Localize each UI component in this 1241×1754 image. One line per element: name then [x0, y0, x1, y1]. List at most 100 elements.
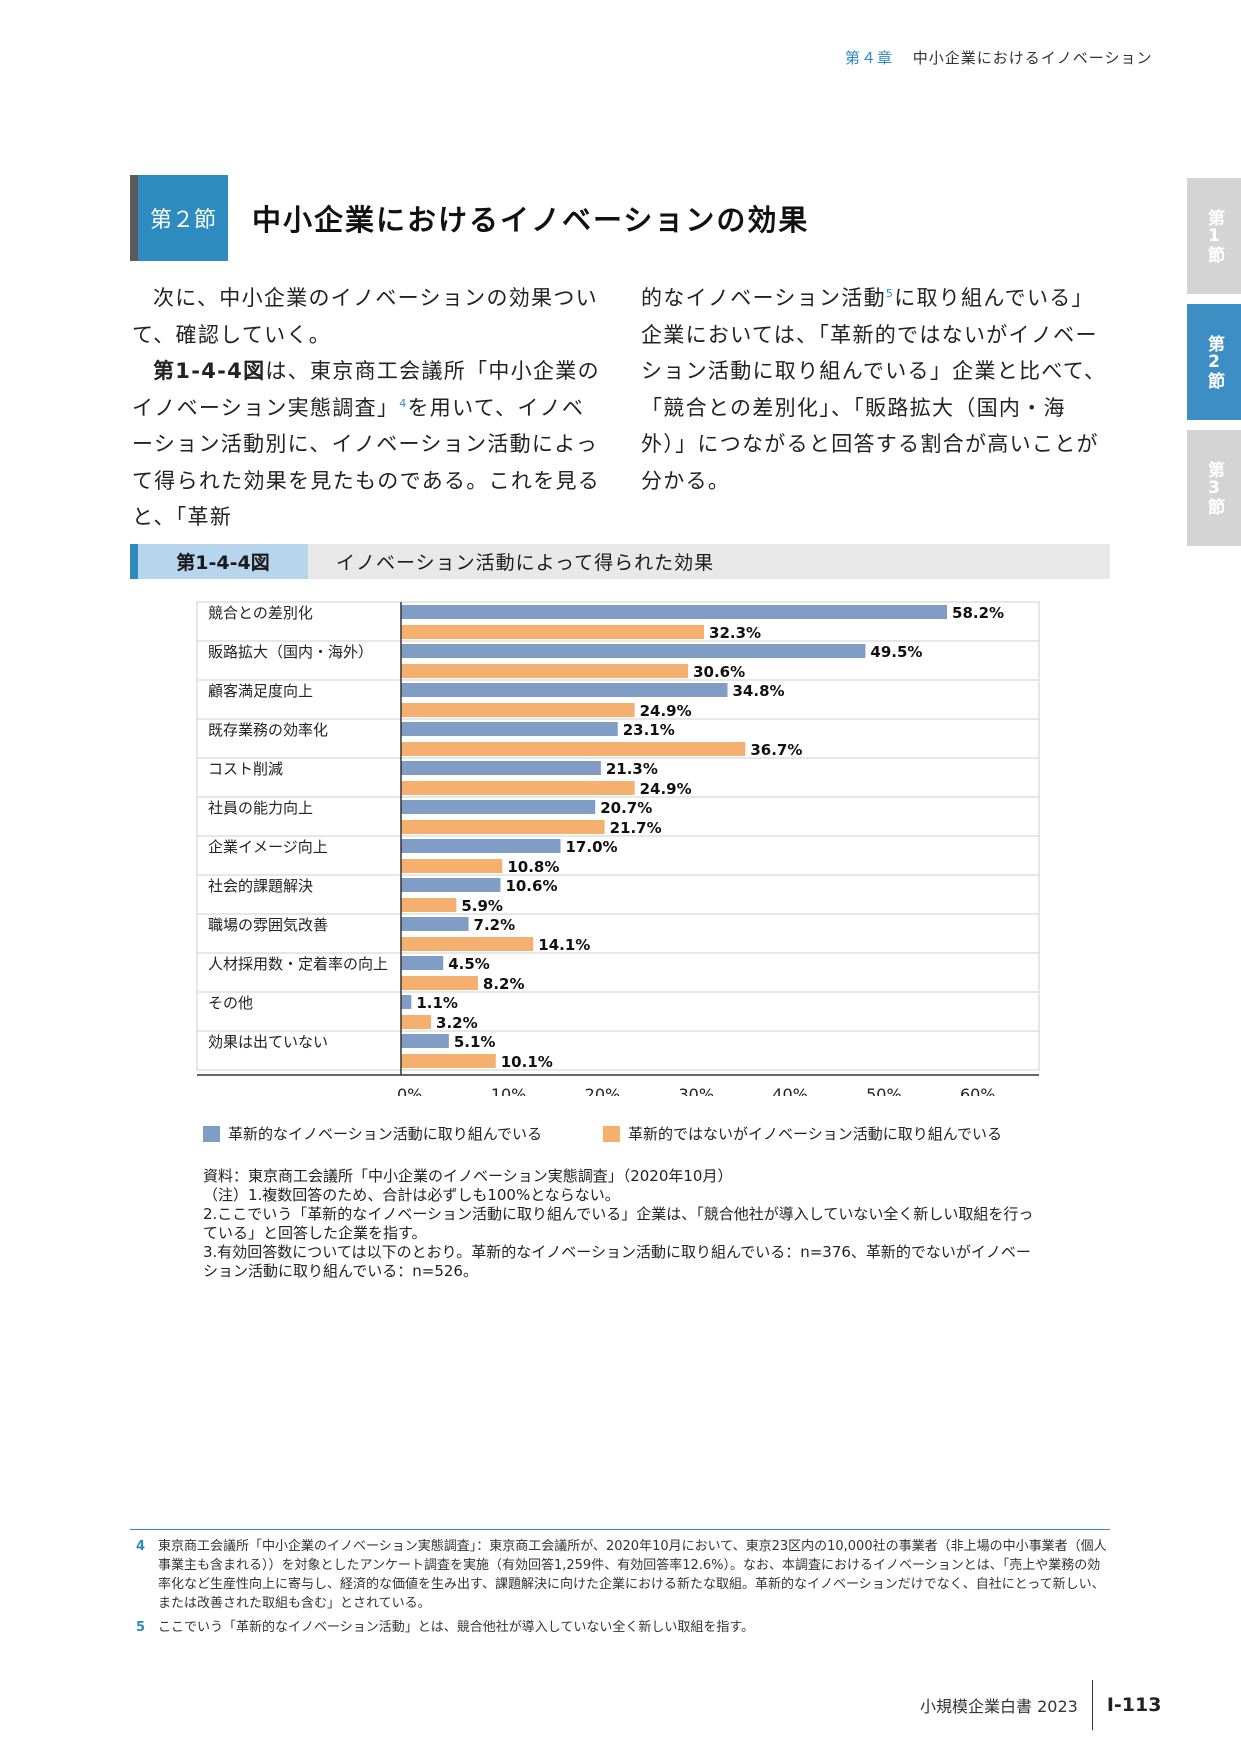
x-tick-label: 0%: [397, 1085, 422, 1096]
data-label-series-2: 10.1%: [501, 1053, 553, 1071]
category-label: コスト削減: [208, 760, 283, 778]
data-label-series-2: 8.2%: [483, 975, 525, 993]
bar-series-1: [401, 644, 866, 658]
data-label-series-2: 14.1%: [538, 936, 590, 954]
footnote-5: 5 ここでいう「革新的なイノベーション活動」とは、競合他社が導入していない全く新…: [130, 1618, 1110, 1637]
side-tab-section-3[interactable]: 第3節: [1187, 430, 1241, 546]
note-2: 2.ここでいう「革新的なイノベーション活動に取り組んでいる」企業は、「競合他社が…: [203, 1205, 1034, 1242]
data-label-series-1: 17.0%: [566, 838, 618, 856]
footnote-ref-4[interactable]: 4: [399, 396, 408, 410]
side-tab-section-1[interactable]: 第1節: [1187, 178, 1241, 294]
bar-series-2: [401, 781, 635, 795]
category-label: 効果は出ていない: [208, 1033, 328, 1051]
category-label: 顧客満足度向上: [208, 682, 313, 700]
body-text: 的なイノベーション活動: [641, 286, 886, 310]
figure-title: イノベーション活動によって得られた効果: [336, 552, 715, 574]
note-3: 3.有効回答数については以下のとおり。革新的なイノベーション活動に取り組んでいる…: [203, 1243, 1031, 1280]
section-title: 中小企業におけるイノベーションの効果: [252, 203, 810, 237]
footnote-number: 4: [136, 1539, 146, 1554]
category-label: 職場の雰囲気改善: [208, 916, 328, 934]
legend-item-series-1: 革新的なイノベーション活動に取り組んでいる: [203, 1123, 542, 1144]
body-paragraph: 的なイノベーション活動5に取り組んでいる」企業においては、「革新的ではないがイノ…: [641, 280, 1111, 499]
bar-series-2: [401, 703, 635, 717]
data-label-series-1: 4.5%: [448, 955, 490, 973]
legend-swatch-series-2: [603, 1125, 620, 1142]
data-label-series-1: 34.8%: [733, 682, 785, 700]
bar-series-2: [401, 937, 534, 951]
data-label-series-2: 36.7%: [750, 741, 802, 759]
data-label-series-2: 24.9%: [640, 780, 692, 798]
x-tick-label: 20%: [585, 1085, 621, 1096]
bar-series-2: [401, 976, 478, 990]
x-tick-label: 60%: [960, 1085, 996, 1096]
x-tick-label: 30%: [678, 1085, 714, 1096]
page-number: Ⅰ-113: [1106, 1694, 1162, 1716]
bar-series-2: [401, 1054, 496, 1068]
x-tick-label: 10%: [491, 1085, 527, 1096]
body-column-right: 的なイノベーション活動5に取り組んでいる」企業においては、「革新的ではないがイノ…: [641, 280, 1111, 499]
category-label: 競合との差別化: [208, 604, 313, 622]
bar-series-1: [401, 722, 618, 736]
section-tag: 第２節: [130, 175, 228, 261]
category-label: 販路拡大（国内・海外）: [208, 643, 373, 661]
figure-number: 第1-4-4図: [130, 544, 308, 579]
side-tab-section-2[interactable]: 第2節: [1187, 304, 1241, 420]
note-1: （注）1.複数回答のため、合計は必ずしも100%とならない。: [203, 1186, 620, 1204]
legend-swatch-series-1: [203, 1125, 220, 1142]
data-label-series-1: 58.2%: [952, 604, 1004, 622]
book-title: 小規模企業白書 2023: [920, 1697, 1078, 1716]
category-label: 人材採用数・定着率の向上: [208, 955, 388, 973]
bar-series-1: [401, 995, 412, 1009]
data-label-series-1: 23.1%: [623, 721, 675, 739]
bar-series-1: [401, 800, 596, 814]
footnote-4: 4 東京商工会議所「中小企業のイノベーション実態調査」：東京商工会議所が、202…: [130, 1537, 1110, 1613]
data-label-series-1: 20.7%: [600, 799, 652, 817]
data-label-series-1: 1.1%: [416, 994, 458, 1012]
bar-series-1: [401, 878, 501, 892]
body-text: を用いて、イノベーション活動別に、イノベーション活動によって得られた効果を見たも…: [132, 395, 601, 530]
bar-series-2: [401, 820, 605, 834]
bar-series-2: [401, 859, 503, 873]
bar-series-1: [401, 605, 948, 619]
bar-series-2: [401, 664, 689, 678]
body-text: に取り組んでいる」企業においては、「革新的ではないがイノベーション活動に取り組ん…: [641, 286, 1107, 493]
chapter-label: 第４章: [845, 49, 894, 67]
footnote-number: 5: [136, 1620, 146, 1635]
data-label-series-2: 21.7%: [610, 819, 662, 837]
category-label: その他: [208, 994, 253, 1012]
data-label-series-1: 10.6%: [505, 877, 557, 895]
bar-series-2: [401, 1015, 432, 1029]
legend-label-series-1: 革新的なイノベーション活動に取り組んでいる: [228, 1125, 542, 1143]
category-label: 社員の能力向上: [208, 799, 313, 817]
bar-series-1: [401, 683, 728, 697]
x-tick-label: 40%: [772, 1085, 808, 1096]
bar-series-1: [401, 839, 561, 853]
body-paragraph: 次に、中小企業のイノベーションの効果ついて、確認していく。: [132, 286, 598, 347]
data-label-series-2: 32.3%: [709, 624, 761, 642]
section-heading: 第２節 中小企業におけるイノベーションの効果: [130, 175, 1110, 261]
data-label-series-2: 30.6%: [693, 663, 745, 681]
bar-series-1: [401, 761, 601, 775]
footnotes: 4 東京商工会議所「中小企業のイノベーション実態調査」：東京商工会議所が、202…: [130, 1529, 1110, 1642]
bar-series-2: [401, 625, 705, 639]
bar-series-1: [401, 917, 469, 931]
footnote-text: 東京商工会議所「中小企業のイノベーション実態調査」：東京商工会議所が、2020年…: [158, 1539, 1107, 1611]
bar-chart: 競合との差別化 58.2% 32.3% 販路拡大（国内・海外） 49.5% 30.6% 顧客…: [196, 601, 1040, 1096]
footnote-text: ここでいう「革新的なイノベーション活動」とは、競合他社が導入していない全く新しい…: [158, 1620, 755, 1635]
category-label: 既存業務の効率化: [208, 721, 328, 739]
bar-series-2: [401, 742, 746, 756]
data-label-series-1: 7.2%: [474, 916, 516, 934]
body-column-left: 次に、中小企業のイノベーションの効果ついて、確認していく。 第1-4-4図は、東…: [132, 280, 602, 536]
chart-legend: 革新的なイノベーション活動に取り組んでいる 革新的ではないがイノベーション活動に…: [203, 1123, 1003, 1145]
bar-series-2: [401, 898, 457, 912]
body-paragraph: 第1-4-4図は、東京商工会議所「中小企業のイノベーション実態調査」4を用いて、…: [132, 353, 602, 536]
bar-series-1: [401, 956, 444, 970]
data-label-series-2: 3.2%: [436, 1014, 478, 1032]
footnote-ref-5[interactable]: 5: [885, 287, 895, 300]
chapter-title: 中小企業におけるイノベーション: [912, 49, 1153, 67]
side-tabs: 第1節 第2節 第3節: [1187, 178, 1241, 556]
folio: 小規模企業白書 2023 Ⅰ-113: [920, 1680, 1161, 1730]
legend-item-series-2: 革新的ではないがイノベーション活動に取り組んでいる: [603, 1123, 1002, 1144]
figure-header: 第1-4-4図 イノベーション活動によって得られた効果: [130, 544, 1110, 579]
folio-divider: [1091, 1680, 1093, 1730]
